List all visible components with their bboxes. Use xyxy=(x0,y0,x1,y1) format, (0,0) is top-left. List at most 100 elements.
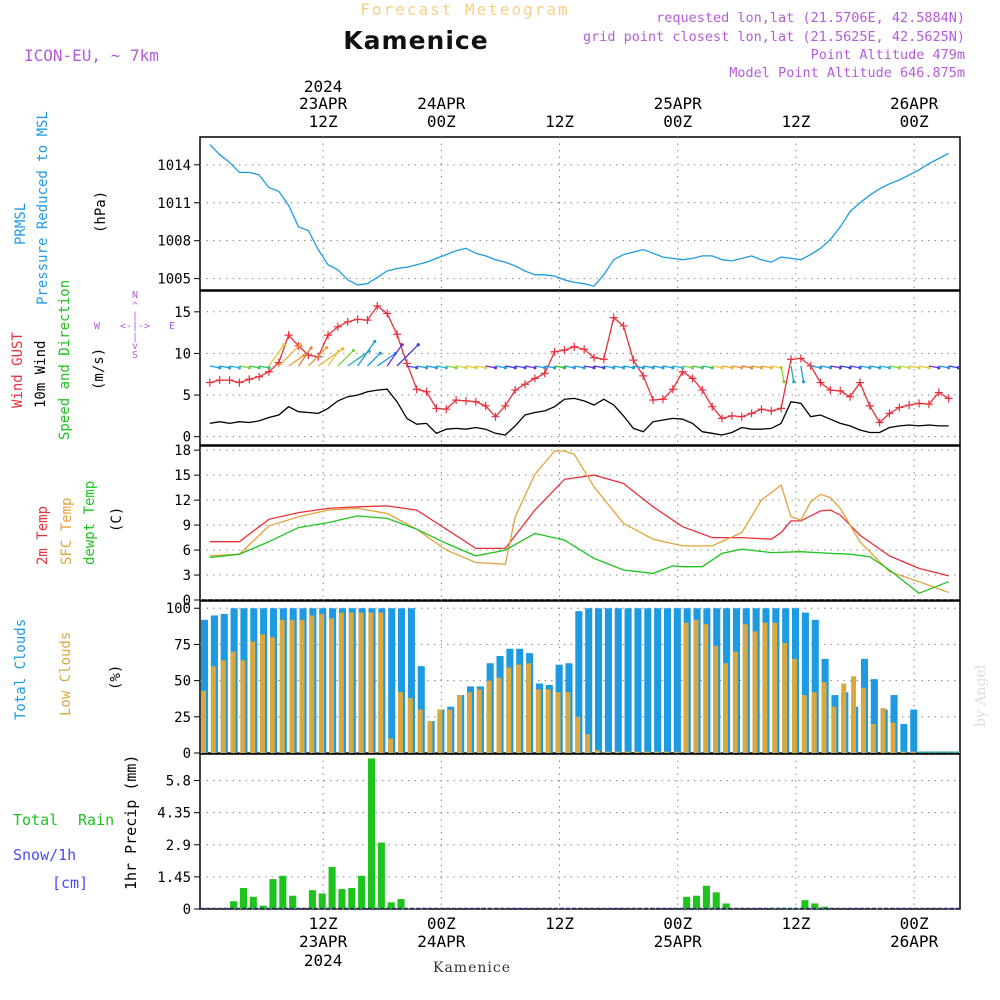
gust-marker xyxy=(658,395,667,404)
low-cloud-bar xyxy=(772,622,778,753)
wind-arrow xyxy=(662,365,673,369)
total-cloud-bar xyxy=(585,608,593,753)
wind-arrow-head xyxy=(782,380,786,384)
wind-arrow xyxy=(623,365,634,369)
rain-bar xyxy=(387,902,395,909)
total-cloud-bar xyxy=(614,608,622,753)
svg-text:N: N xyxy=(132,290,138,301)
wind-arrow xyxy=(524,365,536,369)
wind-arrow xyxy=(406,365,417,369)
pressure-ytick-label: 1014 xyxy=(157,158,191,174)
wind-arrow-head xyxy=(730,366,734,370)
wind-arrow xyxy=(810,365,821,369)
wind-arrow xyxy=(909,365,920,369)
rain-bar xyxy=(358,875,366,909)
rain-bar xyxy=(811,903,819,909)
rain-bar xyxy=(801,900,809,909)
wind-ytick-label: 0 xyxy=(183,430,191,446)
low-cloud-bar xyxy=(526,663,531,753)
bottom-axis-year: 2024 xyxy=(304,951,343,970)
low-cloud-bar xyxy=(732,651,738,753)
top-axis-hour: 12Z xyxy=(545,112,574,131)
wind-arrow xyxy=(278,344,301,367)
low-cloud-bar xyxy=(447,709,453,753)
wind-arrow xyxy=(446,365,457,369)
wind-arrow xyxy=(495,365,506,369)
wind-arrow-head xyxy=(572,366,576,370)
top-axis-hour: 00Z xyxy=(427,112,456,131)
wind-arrow xyxy=(376,352,396,367)
total-cloud-bar xyxy=(870,679,878,753)
bottom-axis-hour: 12Z xyxy=(545,914,574,933)
rain-bar xyxy=(230,901,238,909)
low-cloud-bar xyxy=(555,692,561,753)
top-axis-hour: 00Z xyxy=(900,112,929,131)
gust-marker xyxy=(875,418,884,427)
gust-marker xyxy=(560,346,569,355)
clouds-ytick-label: 75 xyxy=(174,637,191,653)
low-cloud-bar xyxy=(585,734,591,753)
pressure-unit: (hPa) xyxy=(93,191,109,233)
gust-marker xyxy=(787,355,795,364)
top-axis-hour: 12Z xyxy=(781,112,810,131)
product-title: Forecast Meteogram xyxy=(360,0,569,19)
low-cloud-bar xyxy=(752,631,758,753)
wind-arrow xyxy=(918,365,930,369)
top-axis-year: 2024 xyxy=(304,77,343,96)
wind-compass: N ^ | W <-|-> E | v S xyxy=(94,290,175,361)
low-cloud-bar xyxy=(880,708,886,753)
wind-arrow-head xyxy=(400,343,404,347)
wind-arrow xyxy=(249,365,260,369)
wind-arrow-head xyxy=(298,343,302,347)
low-cloud-bar xyxy=(486,680,492,753)
wind-arrow-head xyxy=(681,366,685,370)
wind-arrow xyxy=(337,349,354,367)
rain-bar xyxy=(289,895,297,909)
wind-arrow-head xyxy=(769,366,773,370)
total-cloud-bar xyxy=(811,619,819,753)
svg-text:|: | xyxy=(132,311,138,322)
top-axis-hour: 00Z xyxy=(663,112,692,131)
gust-marker xyxy=(599,355,608,364)
gust-marker xyxy=(718,414,727,423)
bottom-axis-hour: 00Z xyxy=(427,914,456,933)
wind-arrow xyxy=(485,365,496,369)
wind-arrow xyxy=(603,365,614,369)
wind-arrow xyxy=(465,365,476,369)
wind-arrow xyxy=(859,365,870,369)
wind-arrow-head xyxy=(818,366,823,370)
top-axis-hour: 12Z xyxy=(309,112,338,131)
wind-arrow xyxy=(455,365,467,369)
svg-text:[cm]: [cm] xyxy=(52,874,88,892)
low-cloud-bar xyxy=(545,689,551,753)
svg-text:Speed and Direction: Speed and Direction xyxy=(57,280,73,440)
wind-arrow-head xyxy=(838,366,842,370)
gust-marker xyxy=(649,396,658,405)
gust-marker xyxy=(255,372,264,381)
wind-arrow-head xyxy=(792,380,796,384)
wind-arrow xyxy=(554,365,565,369)
gust-marker xyxy=(383,309,392,318)
wind-arrow-head xyxy=(621,366,626,370)
svg-text:v: v xyxy=(132,341,138,352)
bottom-axis-hour: 00Z xyxy=(663,914,692,933)
wind-arrow xyxy=(948,365,959,369)
low-cloud-bar xyxy=(329,618,334,753)
wind-arrow xyxy=(229,365,240,369)
low-cloud-bar xyxy=(654,751,660,753)
low-cloud-bar xyxy=(565,692,571,753)
rain-bar xyxy=(693,895,701,909)
wind-arrow-head xyxy=(956,366,961,370)
wind-arrow-head xyxy=(946,366,951,370)
wind-arrow-head xyxy=(917,366,921,370)
wind-arrow xyxy=(790,365,795,382)
gust-marker xyxy=(550,347,559,356)
gust-marker xyxy=(905,401,914,410)
low-cloud-bar xyxy=(250,641,256,753)
bottom-axis-date: 24APR xyxy=(417,932,466,951)
gust-marker xyxy=(708,402,717,411)
wind-arrow-head xyxy=(464,366,468,370)
gust-marker xyxy=(816,378,825,387)
wind-arrow-head xyxy=(582,366,586,370)
